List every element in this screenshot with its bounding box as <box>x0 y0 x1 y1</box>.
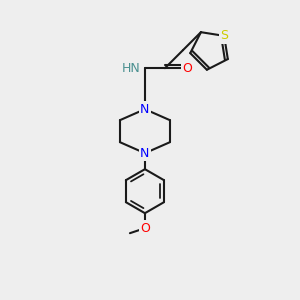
Text: N: N <box>140 147 150 160</box>
Text: S: S <box>220 29 228 42</box>
Text: O: O <box>140 222 150 235</box>
Text: O: O <box>182 62 192 75</box>
Text: N: N <box>140 103 150 116</box>
Text: HN: HN <box>122 62 141 75</box>
